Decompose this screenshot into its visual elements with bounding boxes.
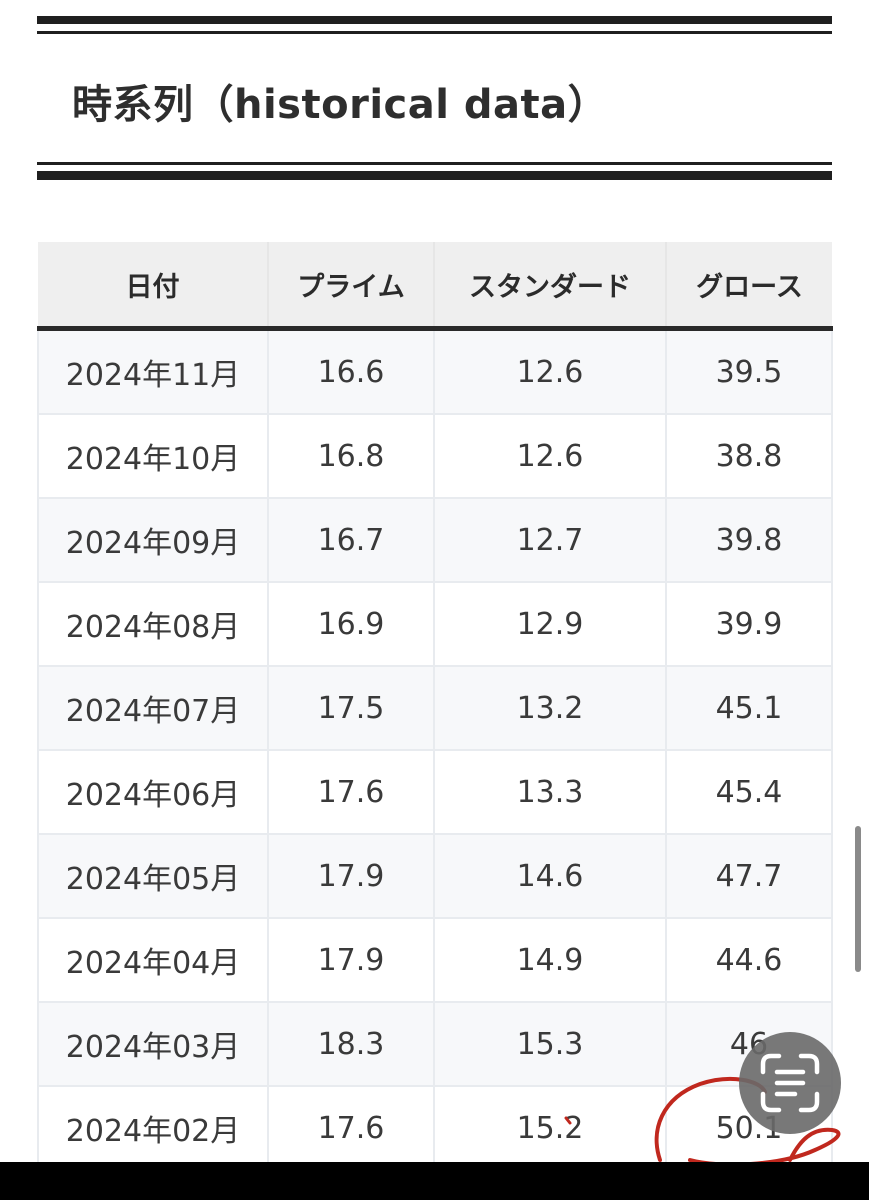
table-row: 2024年07月 17.5 13.2 45.1 [37,665,833,751]
bottom-rule-thick [37,171,832,180]
standard-cell: 14.6 [433,833,667,919]
top-rule-thick [37,16,832,24]
date-cell: 2024年07月 [37,665,269,751]
date-cell: 2024年05月 [37,833,269,919]
prime-cell: 16.7 [267,497,435,583]
standard-cell: 12.6 [433,327,667,415]
growth-cell: 44.6 [665,917,833,1003]
standard-cell: 13.2 [433,665,667,751]
table-row: 2024年10月 16.8 12.6 38.8 [37,413,833,499]
table-row: 2024年04月 17.9 14.9 44.6 [37,917,833,1003]
prime-cell: 17.9 [267,917,435,1003]
standard-cell: 12.7 [433,497,667,583]
table-row: 2024年02月 17.6 15.2 50.1 [37,1085,833,1171]
date-cell: 2024年03月 [37,1001,269,1087]
standard-cell: 12.6 [433,413,667,499]
table-header-row: 日付 プライム スタンダード グロース [38,242,832,331]
prime-cell: 17.6 [267,749,435,835]
column-header-standard: スタンダード [433,242,666,331]
standard-cell: 14.9 [433,917,667,1003]
growth-cell: 38.8 [665,413,833,499]
column-header-date: 日付 [38,242,268,331]
date-cell: 2024年11月 [37,327,269,415]
table-row: 2024年05月 17.9 14.6 47.7 [37,833,833,919]
growth-cell: 45.1 [665,665,833,751]
prime-cell: 18.3 [267,1001,435,1087]
date-cell: 2024年09月 [37,497,269,583]
historical-data-table-container: 日付 プライム スタンダード グロース 2024年11月 16.6 12.6 3… [37,242,833,1171]
growth-cell: 39.9 [665,581,833,667]
prime-cell: 17.5 [267,665,435,751]
date-cell: 2024年06月 [37,749,269,835]
date-cell: 2024年02月 [37,1085,269,1171]
bottom-rule-thin [37,162,832,165]
growth-cell: 39.8 [665,497,833,583]
table-row: 2024年08月 16.9 12.9 39.9 [37,581,833,667]
prime-cell: 16.9 [267,581,435,667]
prime-cell: 17.9 [267,833,435,919]
column-header-growth: グロース [665,242,832,331]
column-header-prime: プライム [267,242,434,331]
date-cell: 2024年04月 [37,917,269,1003]
date-cell: 2024年08月 [37,581,269,667]
prime-cell: 17.6 [267,1085,435,1171]
table-row: 2024年03月 18.3 15.3 46 [37,1001,833,1087]
scrollbar-thumb[interactable] [855,826,861,972]
standard-cell: 15.3 [433,1001,667,1087]
table-row: 2024年06月 17.6 13.3 45.4 [37,749,833,835]
top-rule-thin [37,31,832,34]
standard-cell: 13.3 [433,749,667,835]
text-scan-button[interactable] [739,1032,841,1134]
prime-cell: 16.6 [267,327,435,415]
table-row: 2024年09月 16.7 12.7 39.8 [37,497,833,583]
growth-cell: 45.4 [665,749,833,835]
prime-cell: 16.8 [267,413,435,499]
table-row: 2024年11月 16.6 12.6 39.5 [37,327,833,415]
standard-cell: 12.9 [433,581,667,667]
growth-cell: 47.7 [665,833,833,919]
page-title: 時系列（historical data） [72,82,609,128]
standard-cell: 15.2 [433,1085,667,1171]
bottom-black-bar [0,1162,869,1200]
text-scan-icon [760,1053,820,1113]
growth-cell: 39.5 [665,327,833,415]
historical-data-table: 日付 プライム スタンダード グロース 2024年11月 16.6 12.6 3… [37,242,833,1171]
date-cell: 2024年10月 [37,413,269,499]
